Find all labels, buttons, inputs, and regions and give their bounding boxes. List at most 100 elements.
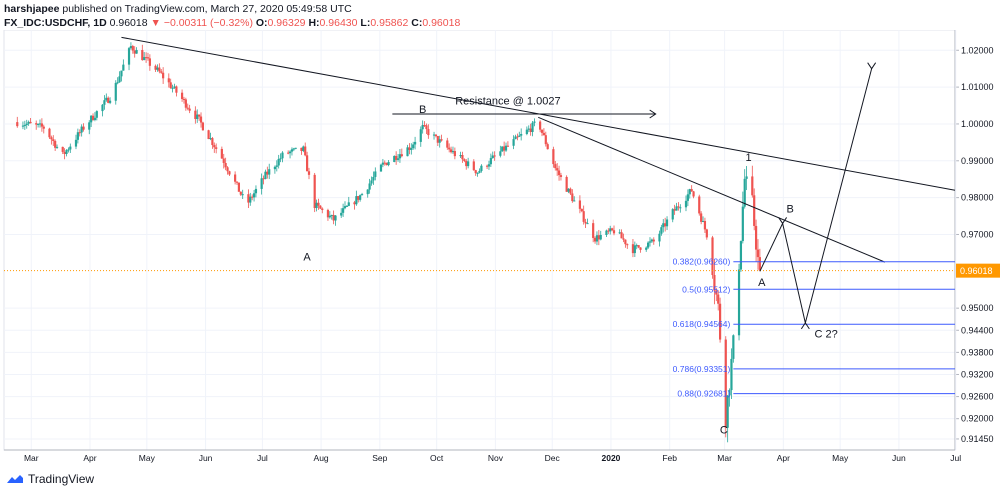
y-tick-label: 0.99000: [961, 156, 994, 166]
candle-body: [451, 151, 455, 153]
candle-body: [544, 135, 547, 145]
candle-body: [595, 235, 599, 242]
candle-body: [751, 176, 754, 196]
candle-body: [156, 67, 159, 70]
candle-body: [118, 76, 121, 83]
price-chart[interactable]: 1.02000 1.01000 1.00000 0.99000 0.98000 0.970…: [0, 30, 1000, 470]
fib-level-label: 0.786(0.93351): [673, 364, 731, 374]
candle-body: [493, 155, 496, 157]
candle-body: [660, 227, 663, 234]
candle-body: [467, 161, 470, 167]
candle-body: [626, 244, 629, 246]
candle-body: [571, 193, 574, 202]
candle-body: [80, 126, 83, 133]
candle-body: [700, 213, 703, 222]
candle-body: [472, 161, 475, 171]
candle-body: [690, 189, 693, 192]
candle-body: [546, 144, 549, 150]
candle-body: [103, 100, 106, 105]
candle-body: [241, 194, 244, 196]
candle-body: [63, 151, 66, 155]
footer-brand[interactable]: TradingView: [6, 472, 94, 486]
candle-body: [95, 111, 98, 118]
candle-body: [565, 176, 568, 192]
candle-body: [586, 223, 589, 225]
candle-body: [359, 195, 362, 200]
candle-body: [224, 162, 227, 168]
candle-body: [342, 208, 345, 213]
candle-body: [645, 247, 648, 250]
candle-body: [40, 123, 43, 127]
candle-body: [449, 149, 453, 153]
candle-body: [584, 221, 587, 224]
candle-body: [446, 140, 449, 148]
candle-body: [480, 165, 483, 171]
candle-body: [42, 126, 45, 129]
candle-body: [724, 339, 727, 428]
candle-body: [432, 134, 436, 136]
candle-body: [199, 116, 203, 123]
candle-body: [533, 121, 536, 123]
candle-body: [198, 114, 201, 117]
candle-body: [556, 168, 559, 171]
candle-body: [554, 164, 557, 169]
candle-body: [756, 249, 760, 258]
candle-body: [438, 139, 441, 143]
candle-body: [559, 175, 563, 177]
annotation-label: C: [720, 424, 728, 436]
low-value: 0.95862: [370, 17, 409, 29]
candle-body: [597, 235, 600, 240]
candle-body: [61, 146, 64, 152]
candle-body: [741, 206, 744, 242]
candle-body: [144, 57, 148, 59]
author-name[interactable]: harshjapee: [4, 3, 60, 15]
candle-body: [279, 158, 282, 160]
candle-body: [67, 149, 70, 151]
candle-body: [360, 194, 364, 196]
candle-body: [108, 100, 112, 103]
candle-body: [539, 121, 542, 130]
candle-body: [412, 144, 415, 149]
candle-body: [413, 141, 417, 145]
candle-body: [580, 208, 583, 212]
candle-body: [552, 149, 555, 165]
candle-body: [207, 130, 210, 140]
candle-body: [345, 205, 348, 207]
annotation-label: Resistance @ 1.0027: [455, 95, 560, 107]
open-label: O:: [255, 17, 268, 29]
candle-body: [527, 128, 530, 130]
candle-body: [758, 257, 761, 271]
candle-body: [249, 196, 252, 203]
candle-body: [592, 223, 595, 238]
candle-body: [328, 215, 331, 218]
candle-body: [737, 269, 741, 336]
x-tick-label: Jun: [892, 453, 906, 463]
y-tick-label: 0.97000: [961, 229, 994, 239]
x-tick-label: Jun: [199, 453, 213, 463]
candle-body: [55, 146, 59, 148]
x-tick-label: Sep: [372, 453, 387, 463]
x-tick-label: Nov: [488, 453, 504, 463]
candle-body: [334, 215, 337, 221]
candle-body: [635, 245, 638, 247]
candle-body: [54, 140, 57, 148]
candle-body: [379, 164, 383, 172]
candle-body: [239, 191, 242, 195]
candle-body: [120, 70, 123, 77]
candle-body: [520, 133, 523, 136]
candle-body: [395, 155, 398, 160]
candle-body: [321, 208, 324, 210]
low-label: L:: [360, 17, 371, 29]
candle-body: [76, 132, 79, 140]
candle-body: [711, 237, 714, 276]
candle-body: [448, 147, 451, 150]
symbol-label: FX_IDC:USDCHF, 1D: [4, 17, 107, 29]
candle-body: [158, 67, 161, 72]
candle-body: [465, 160, 468, 167]
x-tick-label: Aug: [314, 453, 329, 463]
candle-body: [453, 151, 456, 157]
candle-body: [275, 165, 278, 167]
candle-body: [400, 154, 403, 157]
candle-body: [485, 165, 489, 167]
candle-body: [609, 228, 612, 232]
